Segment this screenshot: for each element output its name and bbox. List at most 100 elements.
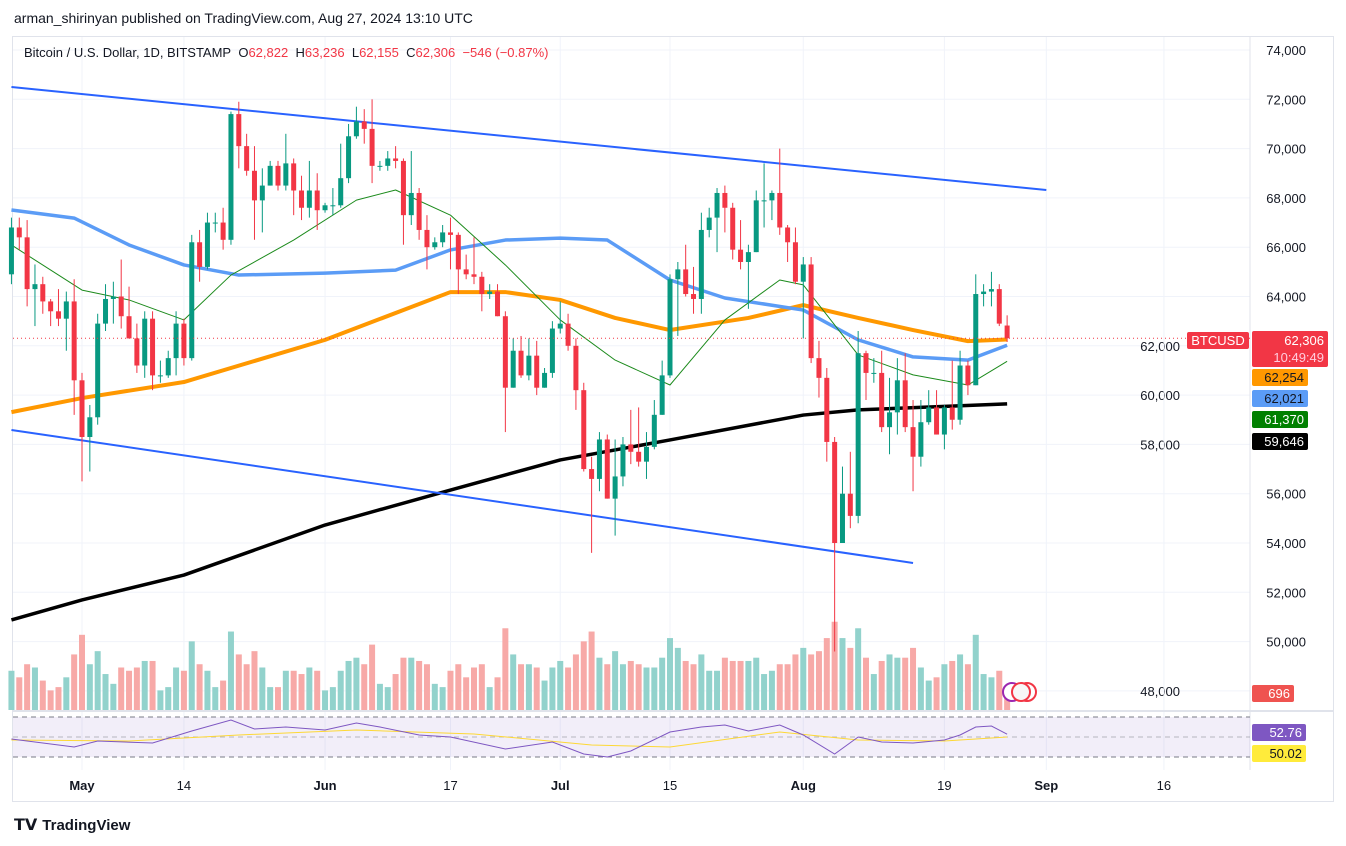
low-label: L: [351, 45, 360, 60]
candle-body: [385, 158, 391, 166]
tv-logo-icon: 𝗧𝗩: [14, 817, 38, 834]
candle-body: [306, 190, 312, 208]
volume-bar: [290, 670, 297, 710]
x-tick-label: 19: [937, 778, 951, 793]
candle-body: [612, 476, 618, 499]
candle-body: [620, 444, 626, 477]
volume-bar: [604, 664, 611, 710]
candle-body: [777, 192, 783, 228]
candle-body: [157, 375, 163, 377]
candle-body: [808, 264, 814, 359]
volume-bar: [63, 677, 70, 710]
volume-bar: [902, 657, 909, 710]
candle-body: [244, 146, 250, 171]
y-tick-label: 60,000: [1140, 388, 1180, 403]
candle-body: [643, 446, 649, 462]
volume-bar: [847, 647, 854, 710]
candle-body: [542, 372, 548, 388]
candle-body: [283, 163, 289, 186]
volume-bar: [408, 657, 415, 710]
volume-bar: [635, 664, 642, 710]
candle-body: [8, 227, 14, 275]
volume-bar: [118, 667, 125, 710]
candle-body: [299, 190, 305, 208]
candle-body: [71, 301, 77, 381]
volume-bar: [133, 667, 140, 710]
volume-bar: [800, 647, 807, 710]
candle-body: [16, 227, 22, 238]
volume-bar: [580, 641, 587, 710]
candle-body: [118, 296, 124, 317]
volume-bar: [251, 651, 258, 710]
volume-bar: [126, 670, 133, 710]
candle-body: [204, 222, 210, 267]
volume-bar: [79, 634, 85, 710]
candle-body: [691, 294, 697, 299]
candle-body: [745, 252, 751, 262]
candle-body: [738, 249, 744, 262]
volume-bar: [416, 660, 423, 710]
candle-body: [792, 242, 798, 282]
volume-bar: [619, 664, 626, 710]
candle-body: [314, 190, 320, 211]
candle-body: [636, 451, 642, 462]
x-tick-label: Jun: [313, 778, 336, 793]
candle-body: [432, 242, 438, 248]
candle-body: [816, 358, 822, 378]
candle-body: [1004, 325, 1010, 339]
publisher-line: arman_shirinyan published on TradingView…: [14, 10, 473, 26]
volume-bar: [957, 654, 964, 710]
candle-body: [267, 165, 273, 186]
candle-body: [941, 407, 947, 435]
candle-body: [79, 380, 85, 438]
candle-body: [706, 217, 712, 230]
volume-bar: [588, 631, 595, 710]
candle-body: [981, 291, 987, 295]
candle-body: [973, 294, 979, 386]
candle-body: [675, 269, 681, 280]
volume-bar: [541, 680, 548, 710]
volume-bar: [86, 664, 93, 710]
candle-body: [753, 200, 759, 253]
y-tick-label: 68,000: [1266, 191, 1306, 206]
volume-bar: [439, 687, 446, 710]
candle-body: [871, 372, 877, 374]
candle-body: [142, 318, 148, 366]
candle-body: [181, 323, 187, 359]
candle-body: [855, 353, 861, 516]
candle-body: [24, 237, 30, 290]
volume-bar: [361, 664, 368, 710]
volume-bar: [855, 628, 862, 710]
volume-bar: [165, 687, 172, 710]
candle-body: [761, 200, 767, 202]
candle-body: [55, 311, 61, 319]
candle-body: [910, 427, 916, 457]
brand-name: TradingView: [42, 816, 131, 834]
symbol-legend: Bitcoin / U.S. Dollar, 1D, BITSTAMP O62,…: [24, 45, 548, 60]
volume-bar: [745, 660, 752, 710]
volume-bar: [761, 674, 768, 710]
candle-body: [573, 345, 579, 391]
volume-bar: [910, 647, 917, 710]
y-tick-label: 62,000: [1140, 339, 1180, 354]
candle-body: [95, 323, 101, 418]
candle-body: [549, 328, 555, 373]
candle-body: [110, 296, 116, 299]
volume-bar: [792, 654, 799, 710]
volume-bar: [784, 664, 791, 710]
change-value: −546 (−0.87%): [462, 45, 549, 60]
candle-body: [479, 276, 485, 295]
volume-bar: [972, 634, 979, 710]
volume-bar: [16, 677, 23, 710]
candle-body: [455, 234, 461, 270]
volume-bar: [706, 670, 713, 710]
volume-bar: [988, 677, 995, 710]
volume-bar: [447, 670, 454, 710]
y-tick-label: 74,000: [1266, 43, 1306, 58]
volume-bar: [298, 674, 305, 710]
volume-bar: [980, 674, 987, 710]
tradingview-logo[interactable]: 𝗧𝗩 TradingView: [14, 815, 130, 835]
volume-bar: [917, 667, 924, 710]
volume-bar: [815, 651, 822, 710]
